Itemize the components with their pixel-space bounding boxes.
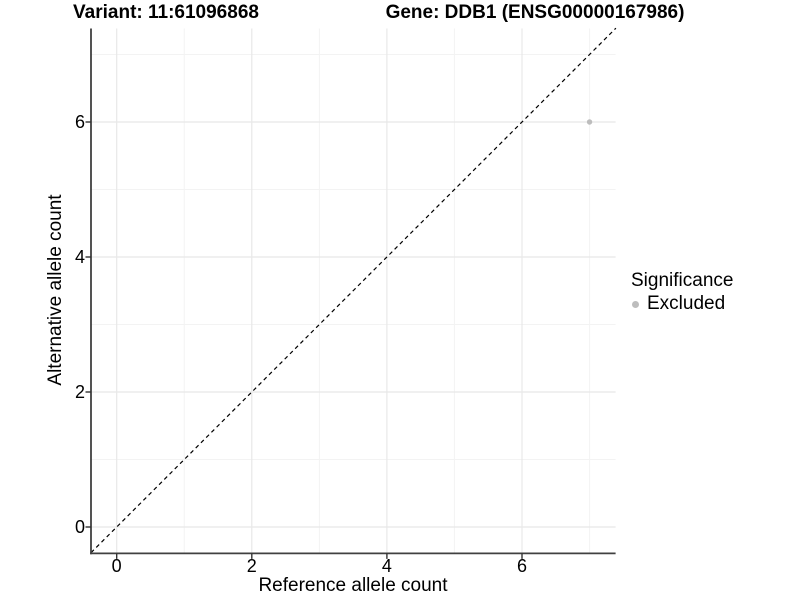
identity-line <box>90 27 617 554</box>
y-tick-label: 2 <box>74 382 85 402</box>
y-tick-label: 4 <box>74 247 85 267</box>
plot-title-gene: Gene: DDB1 (ENSG00000167986) <box>385 2 685 23</box>
legend-item-label: Excluded <box>647 293 726 314</box>
legend-key-dot <box>632 300 639 308</box>
x-tick-label: 2 <box>246 556 257 576</box>
x-tick-label: 6 <box>516 556 527 576</box>
x-axis-title: Reference allele count <box>258 575 448 596</box>
legend: Significance Excluded <box>631 270 733 314</box>
data-point <box>586 119 593 125</box>
legend-item-excluded: Excluded <box>631 294 733 314</box>
legend-title: Significance <box>631 270 734 291</box>
plot-title-variant: Variant: 11:61096868 <box>73 2 259 23</box>
y-tick-label: 0 <box>74 517 85 537</box>
x-tick-label: 4 <box>381 556 392 576</box>
x-tick-label: 0 <box>111 556 122 576</box>
y-tick-label: 6 <box>74 112 85 132</box>
